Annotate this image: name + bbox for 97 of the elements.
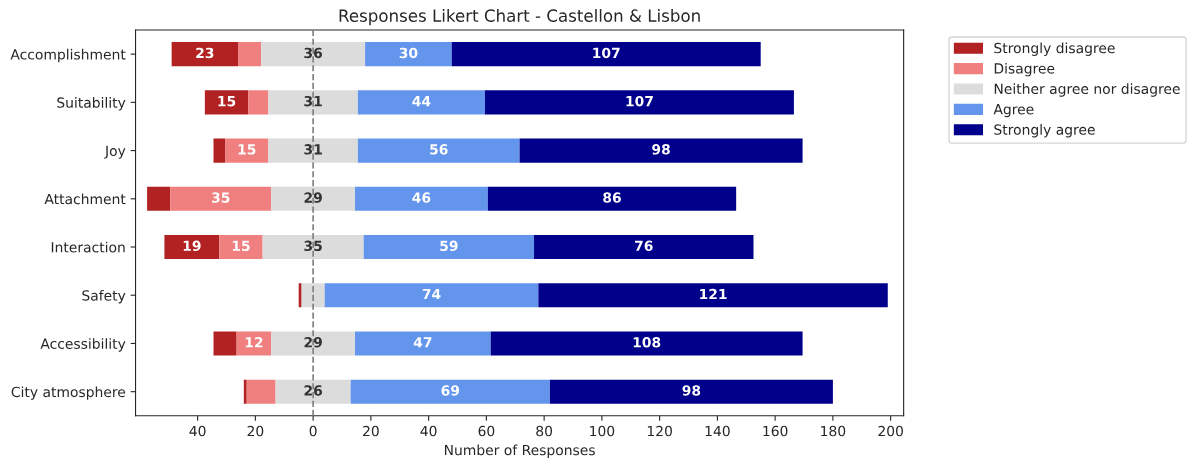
data-label: 76: [635, 240, 653, 252]
bar: [484, 90, 794, 115]
legend-label: Strongly disagree: [994, 42, 1115, 56]
x-tick-label: 140: [705, 425, 730, 437]
data-label: 86: [603, 192, 621, 203]
data-label: 29: [304, 336, 322, 348]
data-label: 108: [633, 336, 661, 348]
bar: [225, 138, 269, 163]
x-tick-label: 0: [309, 425, 317, 437]
bar: [350, 379, 550, 404]
data-label: 107: [626, 95, 653, 107]
bar: [298, 283, 302, 308]
bar: [487, 186, 737, 211]
bar: [171, 42, 239, 67]
legend-label: Agree: [993, 104, 1034, 118]
bar: [204, 90, 249, 115]
data-label: 31: [304, 144, 322, 155]
x-tick-label: 200: [878, 425, 903, 437]
bar: [170, 186, 272, 211]
bar: [275, 379, 351, 404]
data-label: 26: [304, 385, 323, 396]
bar: [238, 42, 262, 67]
x-tick-label: 120: [647, 425, 672, 437]
x-tick-label: 80: [536, 425, 553, 437]
data-label: 23: [196, 47, 214, 59]
x-tick-label: 100: [590, 425, 615, 437]
bar: [271, 331, 355, 356]
x-tick-label: 20: [363, 425, 379, 437]
data-label: 74: [422, 288, 441, 300]
legend-label: Strongly agree: [994, 124, 1095, 138]
y-tick-label: Attachment: [44, 193, 126, 205]
data-label: 29: [304, 192, 322, 203]
bar: [355, 331, 491, 356]
data-label: 31: [304, 95, 322, 107]
data-label: 12: [245, 336, 263, 348]
bar: [519, 138, 803, 163]
data-label: 15: [238, 144, 256, 155]
bar: [248, 90, 269, 115]
data-label: 46: [412, 192, 431, 203]
bar: [213, 331, 237, 356]
bar: [164, 234, 220, 260]
data-label: 15: [218, 96, 236, 107]
bar: [236, 331, 272, 356]
bar: [538, 283, 888, 308]
y-tick-label: Accomplishment: [10, 48, 126, 63]
data-label: 44: [412, 96, 431, 107]
data-label: 59: [440, 240, 458, 252]
bar: [213, 138, 226, 163]
data-label: 35: [211, 192, 230, 203]
bar: [534, 234, 754, 260]
y-tick-label: City atmosphere: [11, 386, 126, 400]
y-tick-label: Joy: [104, 145, 126, 159]
bar: [219, 234, 263, 260]
bar: [147, 186, 171, 211]
data-label: 107: [593, 47, 620, 59]
data-label: 69: [441, 385, 460, 396]
y-tick-label: Safety: [82, 289, 126, 304]
x-tick-label: 160: [763, 425, 788, 437]
data-label: 30: [399, 47, 418, 59]
bar: [357, 90, 485, 115]
bar: [324, 283, 539, 308]
bar: [365, 42, 452, 67]
x-tick-label: 60: [478, 425, 495, 437]
data-label: 35: [304, 240, 322, 252]
bar: [261, 42, 366, 67]
x-tick-label: 40: [189, 425, 206, 437]
bar: [549, 379, 833, 404]
bar: [363, 234, 535, 260]
data-label: 47: [413, 337, 432, 348]
y-tick-label: Suitability: [57, 97, 126, 111]
x-tick-label: 180: [821, 425, 846, 437]
bar: [355, 186, 488, 211]
bar: [451, 42, 761, 67]
x-tick-label: 40: [420, 425, 437, 437]
data-label: 36: [304, 47, 323, 59]
legend-label: Disagree: [994, 62, 1055, 77]
data-label: 121: [700, 288, 727, 300]
x-axis-title: Number of Responses: [444, 444, 595, 458]
data-label: 56: [430, 144, 448, 155]
y-tick-label: Accessibility: [40, 338, 126, 352]
x-tick-label: 20: [247, 425, 264, 437]
bar: [490, 331, 803, 356]
y-tick-label: Interaction: [51, 241, 125, 253]
bar: [301, 283, 325, 308]
chart-title: Responses Likert Chart - Castellon & Lisbon: [339, 9, 700, 26]
data-label: 15: [232, 240, 250, 252]
data-label: 19: [183, 240, 201, 252]
bar: [243, 379, 247, 404]
bar: [262, 234, 364, 260]
data-label: 98: [652, 144, 670, 155]
bar: [268, 138, 358, 163]
bar: [246, 379, 276, 404]
bar: [357, 138, 520, 163]
bar: [268, 90, 358, 115]
bar: [271, 186, 355, 211]
legend-label: Neither agree nor disagree: [994, 83, 1180, 97]
data-label: 98: [682, 385, 701, 396]
